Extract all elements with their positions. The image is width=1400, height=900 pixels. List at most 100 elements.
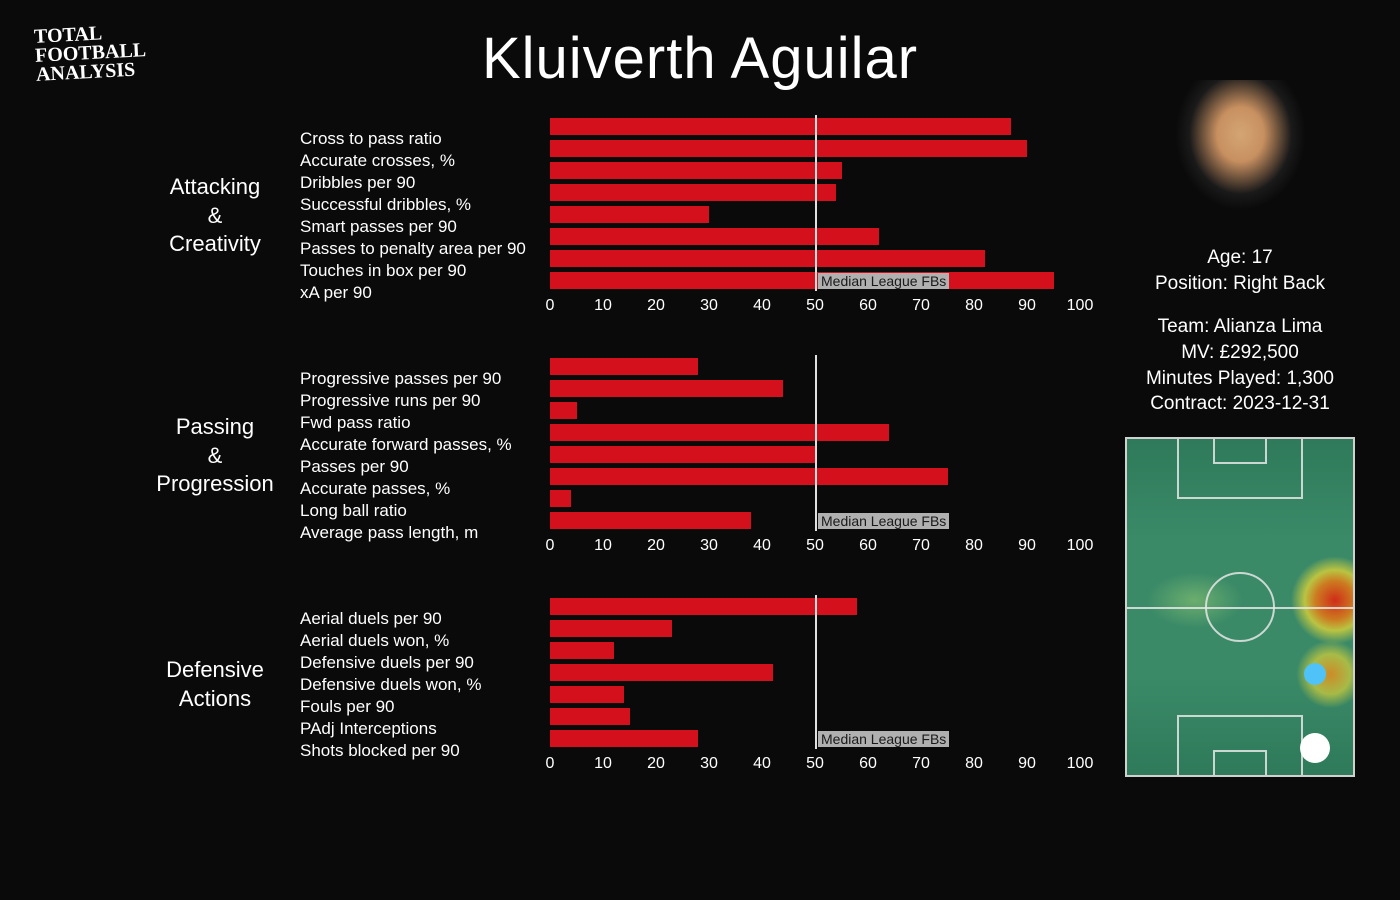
axis-tick: 100	[1067, 297, 1094, 315]
median-reference-label: Median League FBs	[818, 731, 949, 747]
bars-column: Median League FBs0102030405060708090100	[550, 355, 1080, 557]
metric-label: Cross to pass ratio	[300, 128, 540, 150]
median-reference-label: Median League FBs	[818, 273, 949, 289]
percentile-bar	[550, 730, 698, 747]
metric-label: xA per 90	[300, 282, 540, 304]
bars-column: Median League FBs0102030405060708090100	[550, 595, 1080, 775]
percentile-bar	[550, 512, 751, 529]
percentile-bar	[550, 620, 672, 637]
percentile-bar	[550, 708, 630, 725]
player-photo	[1163, 80, 1318, 235]
percentile-bar	[550, 642, 614, 659]
metric-label: Progressive passes per 90	[300, 368, 540, 390]
profile-position: Position: Right Back	[1115, 271, 1365, 297]
median-reference-line	[815, 595, 817, 749]
axis-tick: 30	[700, 537, 718, 555]
heatmap-own-half-marker	[1300, 733, 1330, 763]
percentile-bar	[550, 468, 948, 485]
axis-tick: 90	[1018, 755, 1036, 773]
profile-mv: MV: £292,500	[1115, 340, 1365, 366]
metric-label: Smart passes per 90	[300, 216, 540, 238]
percentile-bar	[550, 162, 842, 179]
profile-contract: Contract: 2023-12-31	[1115, 391, 1365, 417]
axis-tick: 50	[806, 537, 824, 555]
axis-tick: 90	[1018, 537, 1036, 555]
percentile-bar	[550, 664, 773, 681]
metric-label: Passes to penalty area per 90	[300, 238, 540, 260]
axis-tick: 0	[546, 297, 555, 315]
axis-tick: 100	[1067, 537, 1094, 555]
percentile-bar	[550, 228, 879, 245]
profile-age: Age: 17	[1115, 245, 1365, 271]
axis-tick: 10	[594, 297, 612, 315]
axis-tick: 10	[594, 755, 612, 773]
percentile-bar	[550, 272, 1054, 289]
metric-label: Defensive duels per 90	[300, 652, 540, 674]
percentile-bar	[550, 206, 709, 223]
heatmap-avg-position-marker	[1304, 663, 1326, 685]
axis-tick: 90	[1018, 297, 1036, 315]
axis-tick: 40	[753, 755, 771, 773]
axis-tick: 30	[700, 755, 718, 773]
axis-tick: 10	[594, 537, 612, 555]
x-axis: 0102030405060708090100	[550, 297, 1080, 317]
metric-label: Long ball ratio	[300, 500, 540, 522]
axis-tick: 20	[647, 755, 665, 773]
metric-labels-column: Aerial duels per 90Aerial duels won, %De…	[300, 608, 550, 762]
percentile-bar	[550, 686, 624, 703]
axis-tick: 50	[806, 755, 824, 773]
metric-label: Dribbles per 90	[300, 172, 540, 194]
percentile-bar	[550, 490, 571, 507]
percentile-bar	[550, 140, 1027, 157]
median-reference-line	[815, 355, 817, 531]
metric-label: Fwd pass ratio	[300, 412, 540, 434]
x-axis: 0102030405060708090100	[550, 755, 1080, 775]
chart-group-title: Passing&Progression	[140, 413, 300, 499]
axis-tick: 70	[912, 297, 930, 315]
axis-tick: 0	[546, 537, 555, 555]
percentile-bar	[550, 424, 889, 441]
x-axis: 0102030405060708090100	[550, 537, 1080, 557]
metric-label: Shots blocked per 90	[300, 740, 540, 762]
metric-label: Accurate passes, %	[300, 478, 540, 500]
axis-tick: 20	[647, 297, 665, 315]
percentile-bar	[550, 402, 577, 419]
metric-label: Passes per 90	[300, 456, 540, 478]
metric-labels-column: Cross to pass ratioAccurate crosses, %Dr…	[300, 128, 550, 304]
axis-tick: 50	[806, 297, 824, 315]
axis-tick: 80	[965, 755, 983, 773]
axis-tick: 60	[859, 537, 877, 555]
metric-label: Accurate crosses, %	[300, 150, 540, 172]
metric-labels-column: Progressive passes per 90Progressive run…	[300, 368, 550, 544]
axis-tick: 60	[859, 755, 877, 773]
percentile-bar	[550, 446, 815, 463]
metric-label: Fouls per 90	[300, 696, 540, 718]
metric-label: Average pass length, m	[300, 522, 540, 544]
axis-tick: 80	[965, 537, 983, 555]
axis-tick: 100	[1067, 755, 1094, 773]
metric-label: Successful dribbles, %	[300, 194, 540, 216]
metric-label: Accurate forward passes, %	[300, 434, 540, 456]
axis-tick: 60	[859, 297, 877, 315]
chart-group-title: DefensiveActions	[140, 656, 300, 713]
axis-tick: 40	[753, 297, 771, 315]
median-reference-line	[815, 115, 817, 291]
position-heatmap	[1125, 437, 1355, 777]
axis-tick: 80	[965, 297, 983, 315]
axis-tick: 20	[647, 537, 665, 555]
axis-tick: 30	[700, 297, 718, 315]
axis-tick: 70	[912, 537, 930, 555]
metric-label: Defensive duels won, %	[300, 674, 540, 696]
median-reference-label: Median League FBs	[818, 513, 949, 529]
chart-group: DefensiveActionsAerial duels per 90Aeria…	[140, 595, 1080, 775]
metric-label: PAdj Interceptions	[300, 718, 540, 740]
bars-column: Median League FBs0102030405060708090100	[550, 115, 1080, 317]
axis-tick: 0	[546, 755, 555, 773]
percentile-bar	[550, 118, 1011, 135]
chart-group-title: Attacking&Creativity	[140, 173, 300, 259]
percentile-bar	[550, 250, 985, 267]
profile-minutes: Minutes Played: 1,300	[1115, 366, 1365, 392]
metric-label: Aerial duels per 90	[300, 608, 540, 630]
percentile-bar	[550, 598, 857, 615]
metric-label: Touches in box per 90	[300, 260, 540, 282]
